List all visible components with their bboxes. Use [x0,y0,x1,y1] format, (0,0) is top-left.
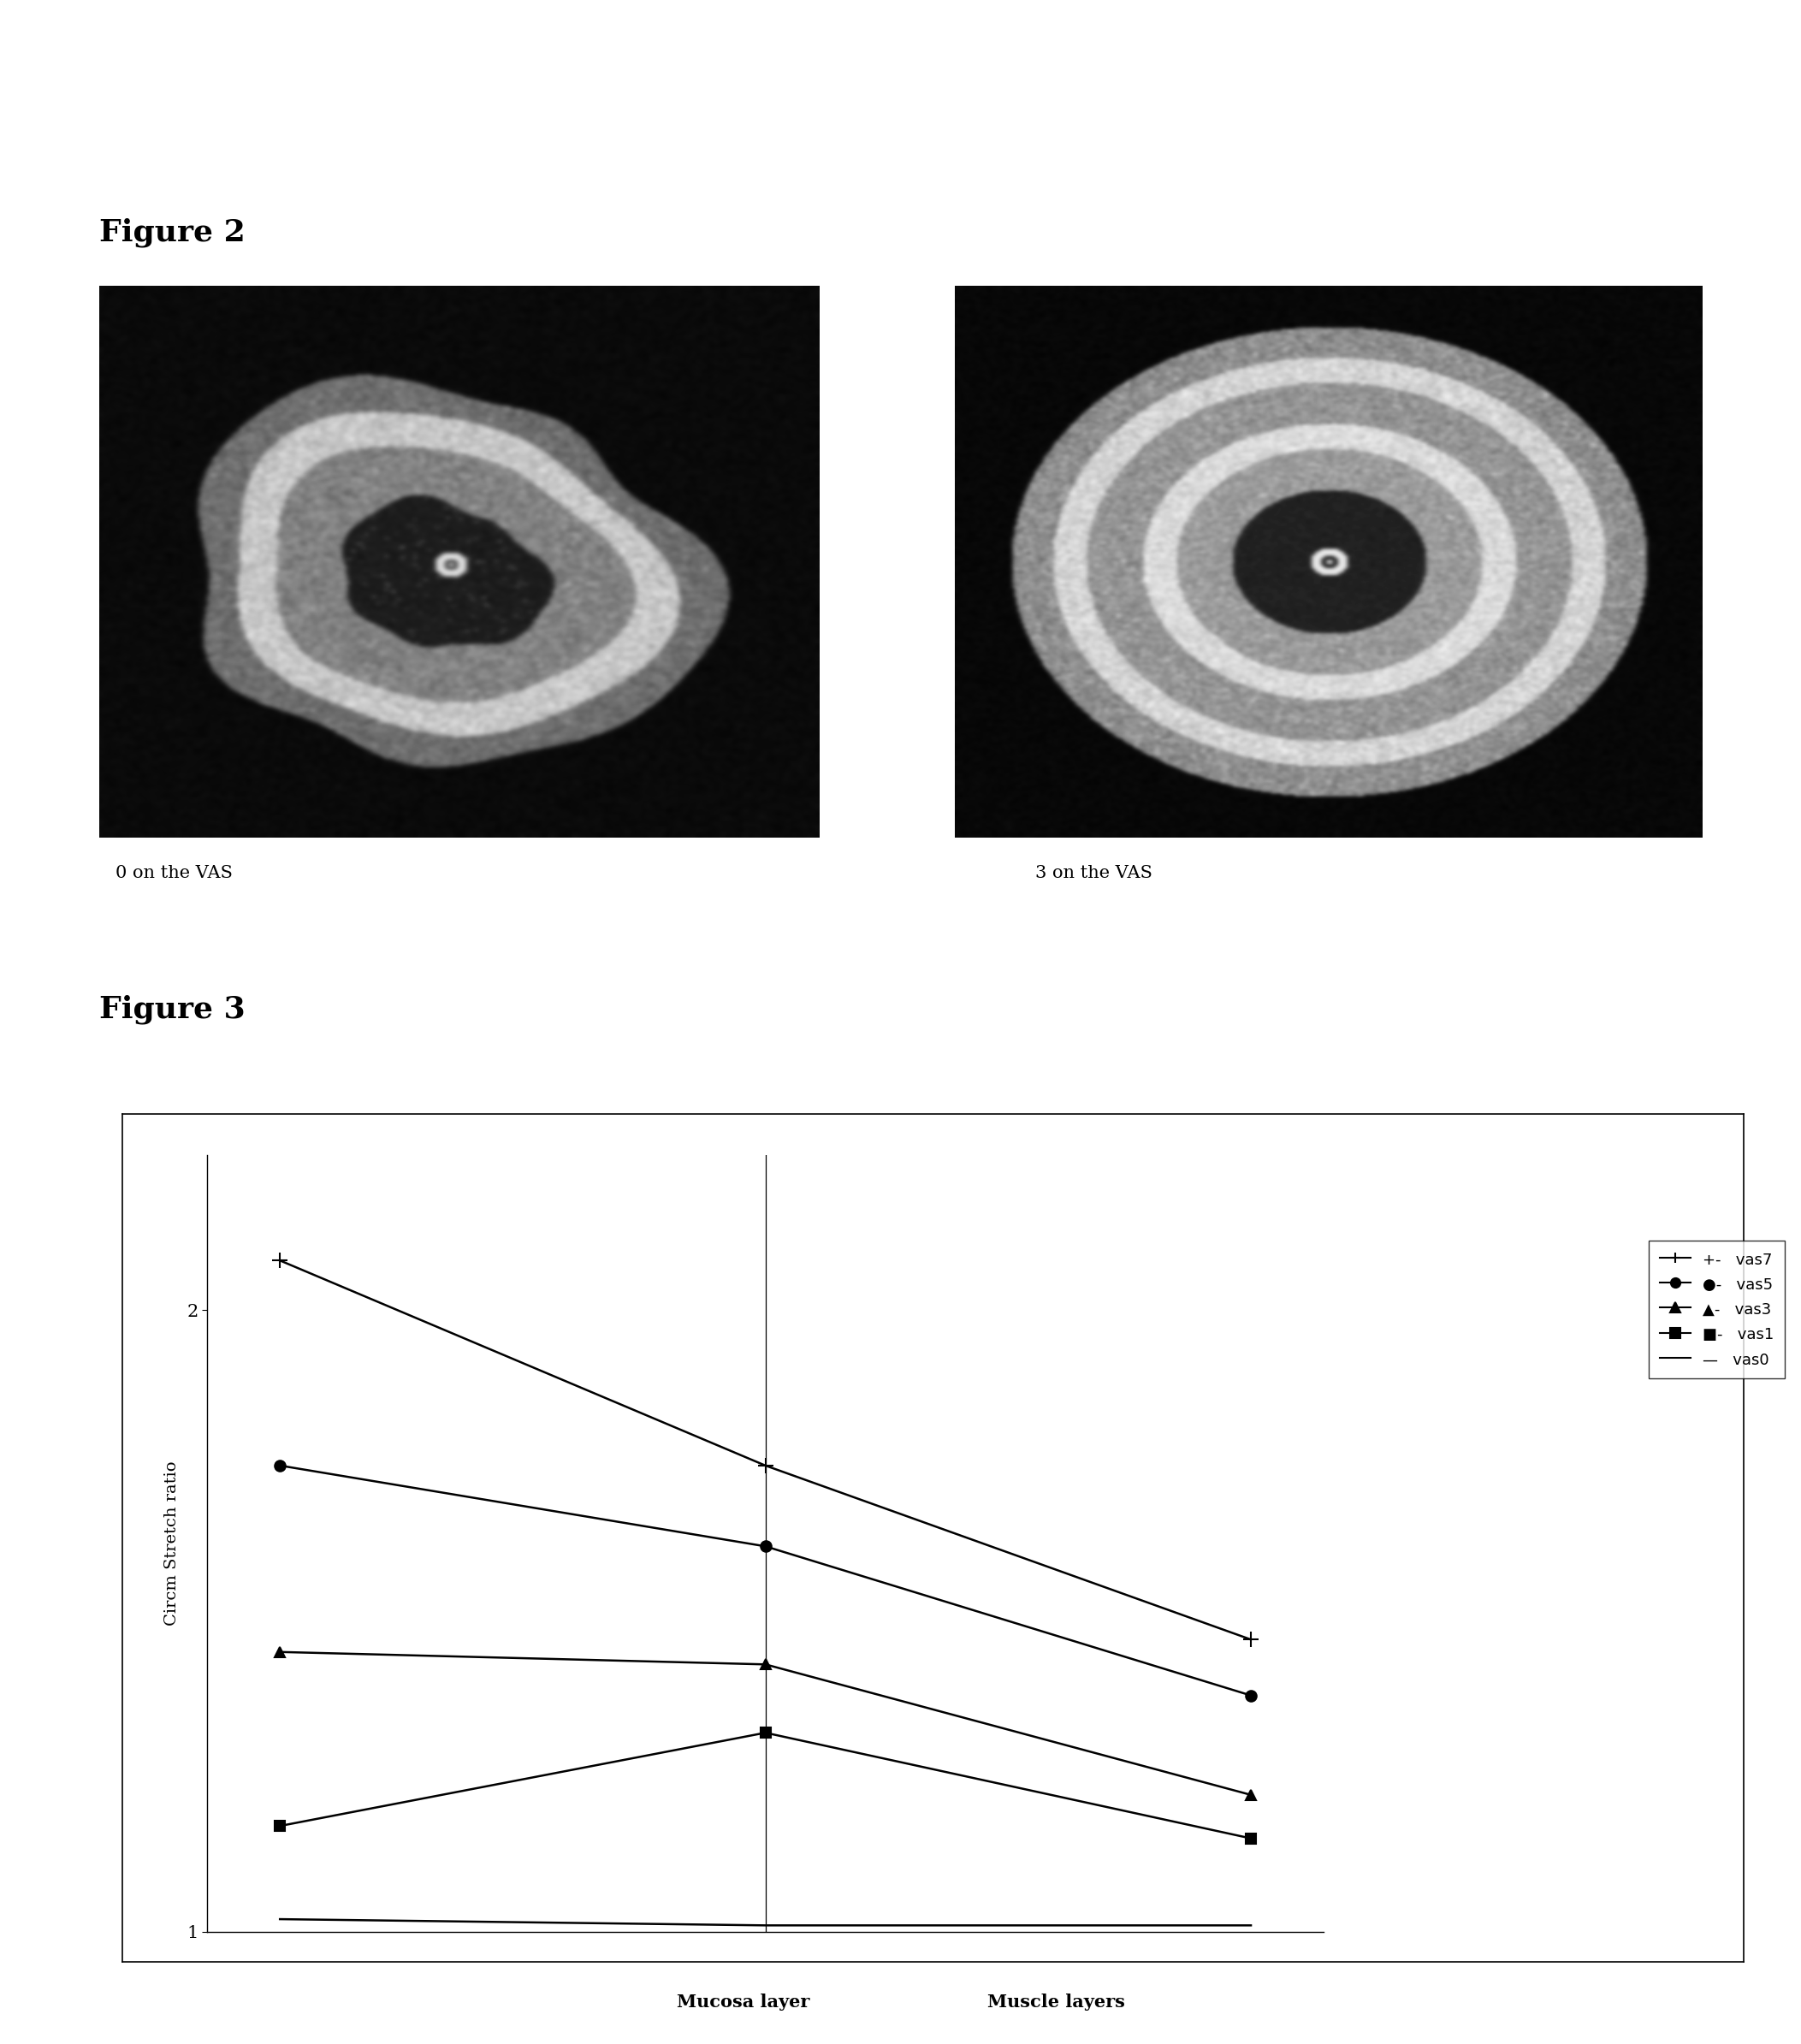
Y-axis label: Circm Stretch ratio: Circm Stretch ratio [164,1461,180,1625]
Legend: +-   vas7, ●-   vas5, ▲-   vas3, ■-   vas1, —   vas0: +- vas7, ●- vas5, ▲- vas3, ■- vas1, — va… [1650,1241,1785,1378]
Text: 0 on the VAS: 0 on the VAS [115,865,232,881]
Text: 3 on the VAS: 3 on the VAS [1036,865,1153,881]
Text: Mucosa layer: Mucosa layer [677,1993,810,2011]
Text: Figure 3: Figure 3 [99,995,245,1024]
Text: Figure 2: Figure 2 [99,219,245,247]
Text: Muscle layers: Muscle layers [987,1993,1124,2011]
